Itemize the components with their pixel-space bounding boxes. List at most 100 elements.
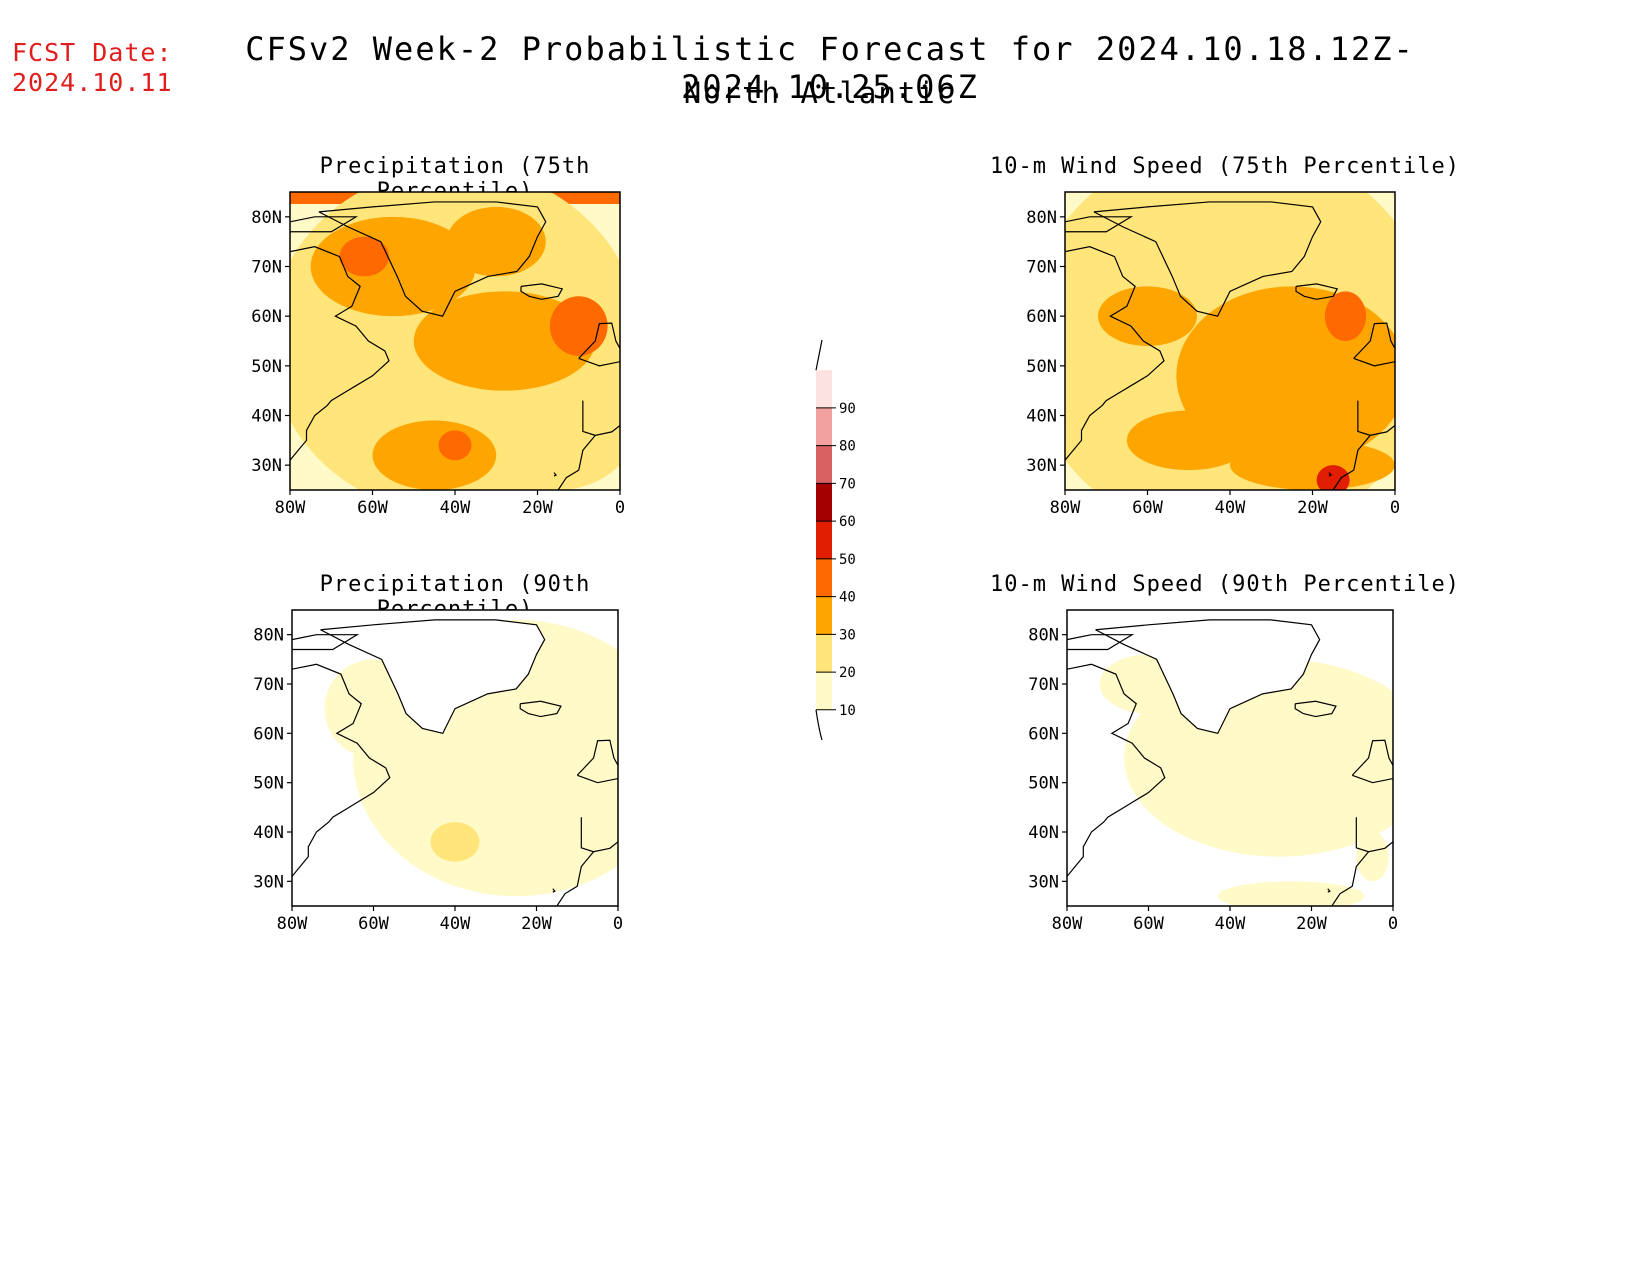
coastline [1355, 817, 1393, 853]
lat-tick-label: 30N [251, 456, 282, 476]
lat-tick-label: 50N [251, 357, 282, 377]
coastline [1332, 434, 1371, 490]
colorbar-swatch [816, 596, 832, 635]
probability-area [1356, 832, 1389, 882]
coastline [290, 216, 359, 233]
lat-tick-label: 40N [253, 823, 284, 843]
coastline [582, 400, 620, 436]
lat-tick-label: 80N [253, 626, 284, 646]
lat-tick-label: 30N [253, 872, 284, 892]
colorbar-tick-label: 30 [839, 627, 856, 643]
lon-tick-label: 0 [1390, 498, 1400, 518]
lon-tick-label: 20W [1297, 498, 1328, 518]
probability-area [438, 430, 472, 461]
lat-tick-label: 40N [251, 407, 282, 427]
colorbar: 10 20 30 40 50 60 70 80 90 [815, 339, 856, 741]
probability-area [372, 420, 497, 490]
lat-tick-label: 40N [1026, 407, 1057, 427]
probability-area [1324, 291, 1367, 341]
coastline [292, 634, 360, 651]
probability-area [339, 236, 389, 277]
lat-tick-label: 70N [1026, 258, 1057, 278]
page-title: CFSv2 Week-2 Probabilistic Forecast for … [245, 30, 1415, 106]
lon-tick-label: 20W [1296, 914, 1327, 934]
colorbar-swatch [816, 521, 832, 559]
coastline [557, 434, 596, 490]
colorbar-tick-label: 80 [839, 439, 856, 455]
lat-tick-label: 50N [253, 774, 284, 794]
forecast-date-label: FCST Date: [12, 38, 173, 67]
lon-tick-label: 80W [275, 498, 306, 518]
probability-area [1230, 440, 1395, 490]
lat-tick-label: 80N [1026, 208, 1057, 228]
probability-area [1316, 465, 1350, 490]
probability-shading [292, 619, 618, 906]
colorbar-swatch [816, 407, 832, 446]
probability-shading [1065, 192, 1395, 490]
lat-tick-label: 80N [1028, 626, 1059, 646]
forecast-date-value: 2024.10.11 [12, 68, 173, 97]
coastline [576, 739, 618, 784]
lon-tick-label: 60W [1133, 914, 1164, 934]
colorbar-swatch [816, 483, 832, 522]
coastline [580, 817, 618, 853]
lon-tick-label: 60W [357, 498, 388, 518]
lat-tick-label: 60N [251, 307, 282, 327]
probability-shading [1067, 619, 1393, 906]
coastline [1331, 851, 1370, 906]
map-panel: 80N 70N 60N 50N 40N 30N 80W 60W 40W 20W 0 [251, 191, 625, 518]
coastline [290, 246, 390, 461]
lat-tick-label: 80N [251, 208, 282, 228]
colorbar-tick-label: 60 [839, 514, 856, 530]
coastline [318, 201, 547, 317]
lat-tick-label: 70N [1028, 675, 1059, 695]
colorbar-end [815, 709, 823, 741]
lat-tick-label: 70N [253, 675, 284, 695]
colorbar-end [815, 339, 823, 371]
coastline [578, 322, 620, 367]
lon-tick-label: 40W [440, 914, 471, 934]
lon-tick-label: 40W [1215, 914, 1246, 934]
probability-area [1217, 881, 1365, 906]
coastline [552, 888, 556, 893]
map-panels: 80N 70N 60N 50N 40N 30N 80W 60W 40W 20W 0 80N 70N 60N… [251, 191, 1400, 934]
map-panel: 80N 70N 60N 50N 40N 30N 80W 60W 40W 20W 0 [1028, 609, 1398, 934]
probability-area [1098, 286, 1197, 346]
lon-tick-label: 0 [613, 914, 623, 934]
coastline [1067, 663, 1166, 877]
colorbar-swatch [816, 445, 832, 484]
panel-title-wind-90: 10-m Wind Speed (90th Percentile) [989, 572, 1461, 597]
colorbar-swatch [816, 370, 832, 408]
colorbar-tick-label: 20 [839, 665, 856, 681]
colorbar-swatch [816, 634, 832, 673]
lat-tick-label: 60N [253, 724, 284, 744]
coastline [1327, 888, 1331, 893]
coastline [320, 619, 546, 735]
map-panel: 80N 70N 60N 50N 40N 30N 80W 60W 40W 20W 0 [253, 609, 623, 934]
coastline [1065, 246, 1165, 461]
lon-tick-label: 60W [358, 914, 389, 934]
lon-tick-label: 40W [440, 498, 471, 518]
coastline [1328, 472, 1333, 477]
coastline [1095, 619, 1321, 735]
coastline [1357, 400, 1395, 436]
coastline [1294, 700, 1337, 718]
coastline [1093, 201, 1322, 317]
map-panel: 80N 70N 60N 50N 40N 30N 80W 60W 40W 20W 0 [1026, 191, 1400, 518]
coastline [1353, 322, 1395, 367]
lat-tick-label: 30N [1026, 456, 1057, 476]
probability-area [446, 206, 546, 277]
coastline [520, 283, 564, 300]
coastline [1065, 216, 1134, 233]
coastline [1351, 739, 1393, 784]
lon-tick-label: 80W [1050, 498, 1081, 518]
colorbar-tick-label: 90 [839, 401, 856, 417]
lat-tick-label: 70N [251, 258, 282, 278]
region-title: North Atlantic [683, 76, 957, 110]
lat-tick-label: 30N [1028, 872, 1059, 892]
probability-area [549, 296, 608, 356]
coastline [1295, 283, 1339, 300]
lat-tick-label: 60N [1026, 307, 1057, 327]
probability-area [430, 822, 480, 862]
